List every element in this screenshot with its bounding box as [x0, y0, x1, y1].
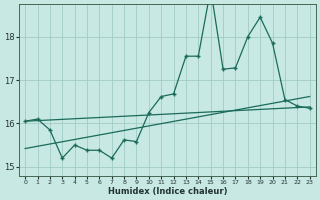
X-axis label: Humidex (Indice chaleur): Humidex (Indice chaleur) — [108, 187, 227, 196]
